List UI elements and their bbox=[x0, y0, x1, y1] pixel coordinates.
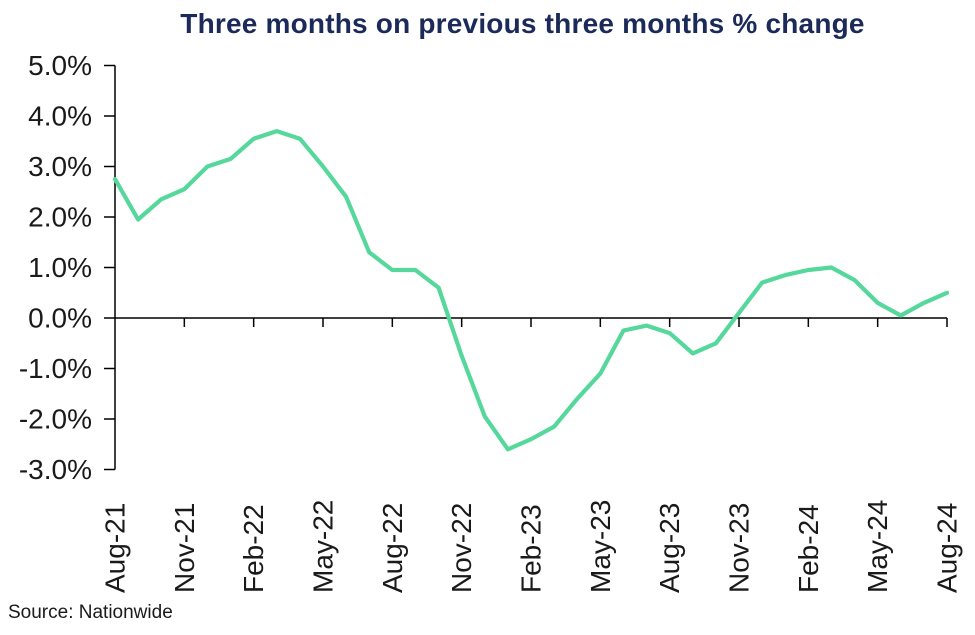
x-tick-label: Feb-23 bbox=[516, 504, 547, 593]
y-tick-label: 5.0% bbox=[28, 50, 92, 81]
y-tick-label: 3.0% bbox=[28, 151, 92, 182]
source-note: Source: Nationwide bbox=[8, 602, 173, 623]
x-tick-label: Feb-24 bbox=[793, 504, 824, 593]
x-tick-label: May-23 bbox=[585, 500, 616, 593]
chart-title: Three months on previous three months % … bbox=[180, 8, 865, 39]
y-tick-label: 0.0% bbox=[28, 303, 92, 334]
y-tick-label: 1.0% bbox=[28, 252, 92, 283]
x-tick-label: Feb-22 bbox=[238, 504, 269, 593]
y-tick-label: -1.0% bbox=[19, 353, 92, 384]
x-tick-label: Aug-23 bbox=[654, 503, 685, 593]
data-series-line bbox=[112, 129, 950, 452]
y-tick-label: -3.0% bbox=[19, 454, 92, 485]
x-tick-label: Aug-21 bbox=[100, 503, 131, 593]
x-tick-label: Aug-24 bbox=[932, 503, 963, 593]
y-tick-label: 2.0% bbox=[28, 202, 92, 233]
x-tick-label: Nov-22 bbox=[446, 503, 477, 593]
x-tick-label: Aug-22 bbox=[377, 503, 408, 593]
x-tick-label: May-24 bbox=[862, 500, 893, 593]
x-tick-label: Nov-23 bbox=[724, 503, 755, 593]
y-tick-label: 4.0% bbox=[28, 101, 92, 132]
x-tick-label: Nov-21 bbox=[169, 503, 200, 593]
y-tick-label: -2.0% bbox=[19, 404, 92, 435]
x-tick-label: May-22 bbox=[308, 500, 339, 593]
